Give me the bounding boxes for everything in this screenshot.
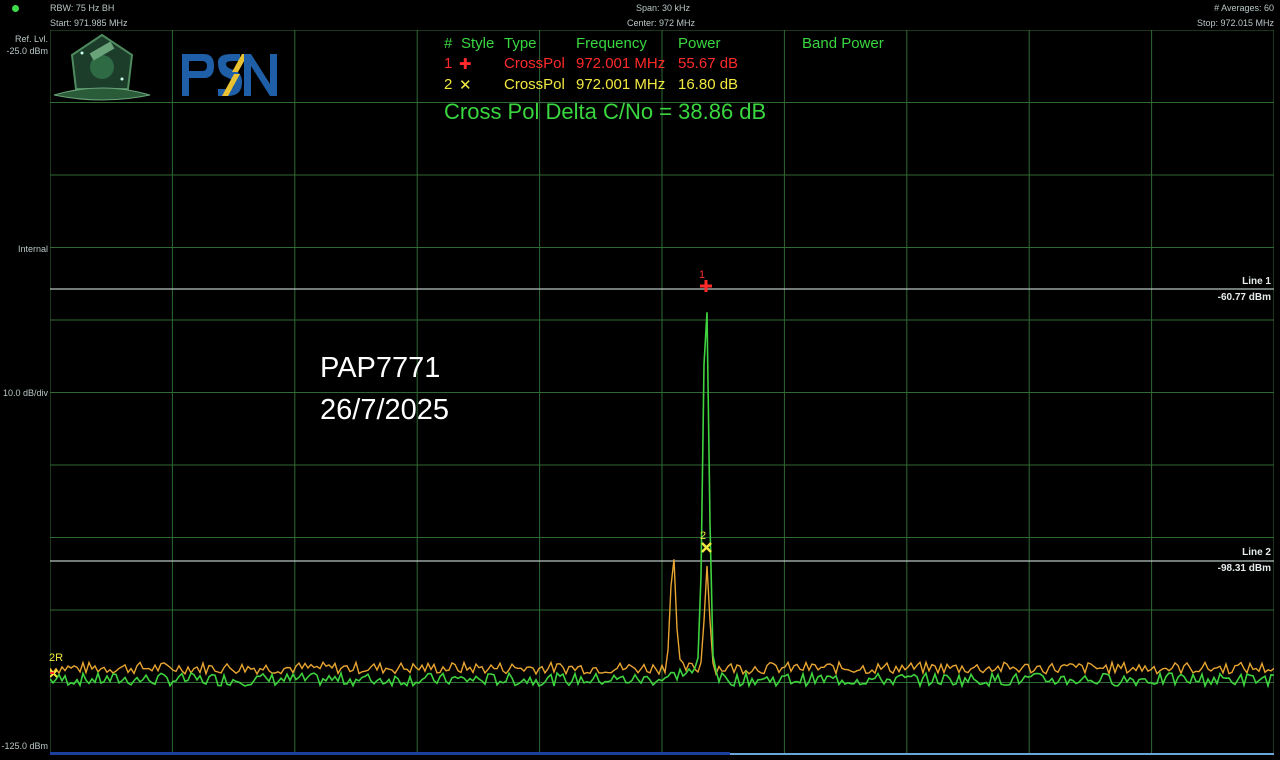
cross-marker-icon: ✚ (459, 56, 472, 73)
legend-header-power: Power (678, 35, 721, 52)
marker-2r-symbol (50, 669, 58, 678)
bottom-level-label: -125.0 dBm (1, 741, 48, 751)
x-marker-icon: ✕ (459, 77, 472, 94)
cross-pol-delta-readout: Cross Pol Delta C/No = 38.86 dB (444, 99, 767, 124)
marker-1-label[interactable]: 1 (699, 269, 706, 281)
legend-row-1-type: CrossPol (504, 55, 565, 72)
spectrum-plot[interactable] (50, 30, 1274, 755)
marker-2-label[interactable]: 2 (700, 530, 707, 542)
legend-row-1-num: 1 (444, 55, 453, 72)
legend-row-2-num: 2 (444, 76, 453, 93)
copol-trace-green (50, 312, 1274, 689)
legend-header-band-power: Band Power (802, 35, 884, 52)
legend-row-2-type: CrossPol (504, 76, 565, 93)
legend-header-style: Style (461, 35, 495, 52)
internal-label: Internal (17, 244, 48, 254)
marker-1-symbol (700, 280, 712, 292)
crosspol-trace-orange (50, 559, 1274, 677)
ref-line-1-name: Line 1 (1242, 276, 1271, 287)
scale-label: 10.0 dB/div (2, 388, 48, 398)
ref-line-2-value: -98.31 dBm (1217, 563, 1271, 574)
averages-readout: # Averages: 60 (1214, 3, 1274, 13)
overlay-id-text: PAP7771 (320, 352, 441, 384)
status-indicator-dot (12, 5, 19, 12)
satellite-emblem-logo (53, 33, 151, 101)
legend-row-1-power: 55.67 dB (678, 55, 739, 72)
span-readout: Span: 30 kHz (636, 3, 691, 13)
horizontal-scrollbar[interactable] (50, 752, 730, 755)
marker-2-symbol (701, 542, 712, 553)
ref-level-label: Ref. Lvl. (14, 34, 48, 44)
start-frequency-readout: Start: 971.985 MHz (50, 18, 128, 28)
scrollbar-track (730, 753, 1274, 755)
rbw-readout: RBW: 75 Hz BH (50, 3, 115, 13)
stop-frequency-readout: Stop: 972.015 MHz (1196, 18, 1274, 28)
legend-header-type: Type (504, 35, 537, 52)
legend-row-1-frequency: 972.001 MHz (576, 55, 666, 72)
overlay-date-text: 26/7/2025 (320, 394, 450, 426)
center-frequency-readout: Center: 972 MHz (627, 18, 696, 28)
legend-header-num: # (444, 35, 453, 52)
plot-grid (50, 30, 1274, 755)
legend-row-2-power: 16.80 dB (678, 76, 739, 93)
ref-line-1-value: -60.77 dBm (1217, 292, 1271, 303)
ref-line-2-name: Line 2 (1242, 547, 1271, 558)
legend-header-frequency: Frequency (576, 35, 647, 52)
marker-2r-label[interactable]: 2R (49, 652, 64, 664)
ref-level-value: -25.0 dBm (6, 46, 48, 56)
legend-row-2-frequency: 972.001 MHz (576, 76, 666, 93)
psn-logo (182, 54, 277, 96)
